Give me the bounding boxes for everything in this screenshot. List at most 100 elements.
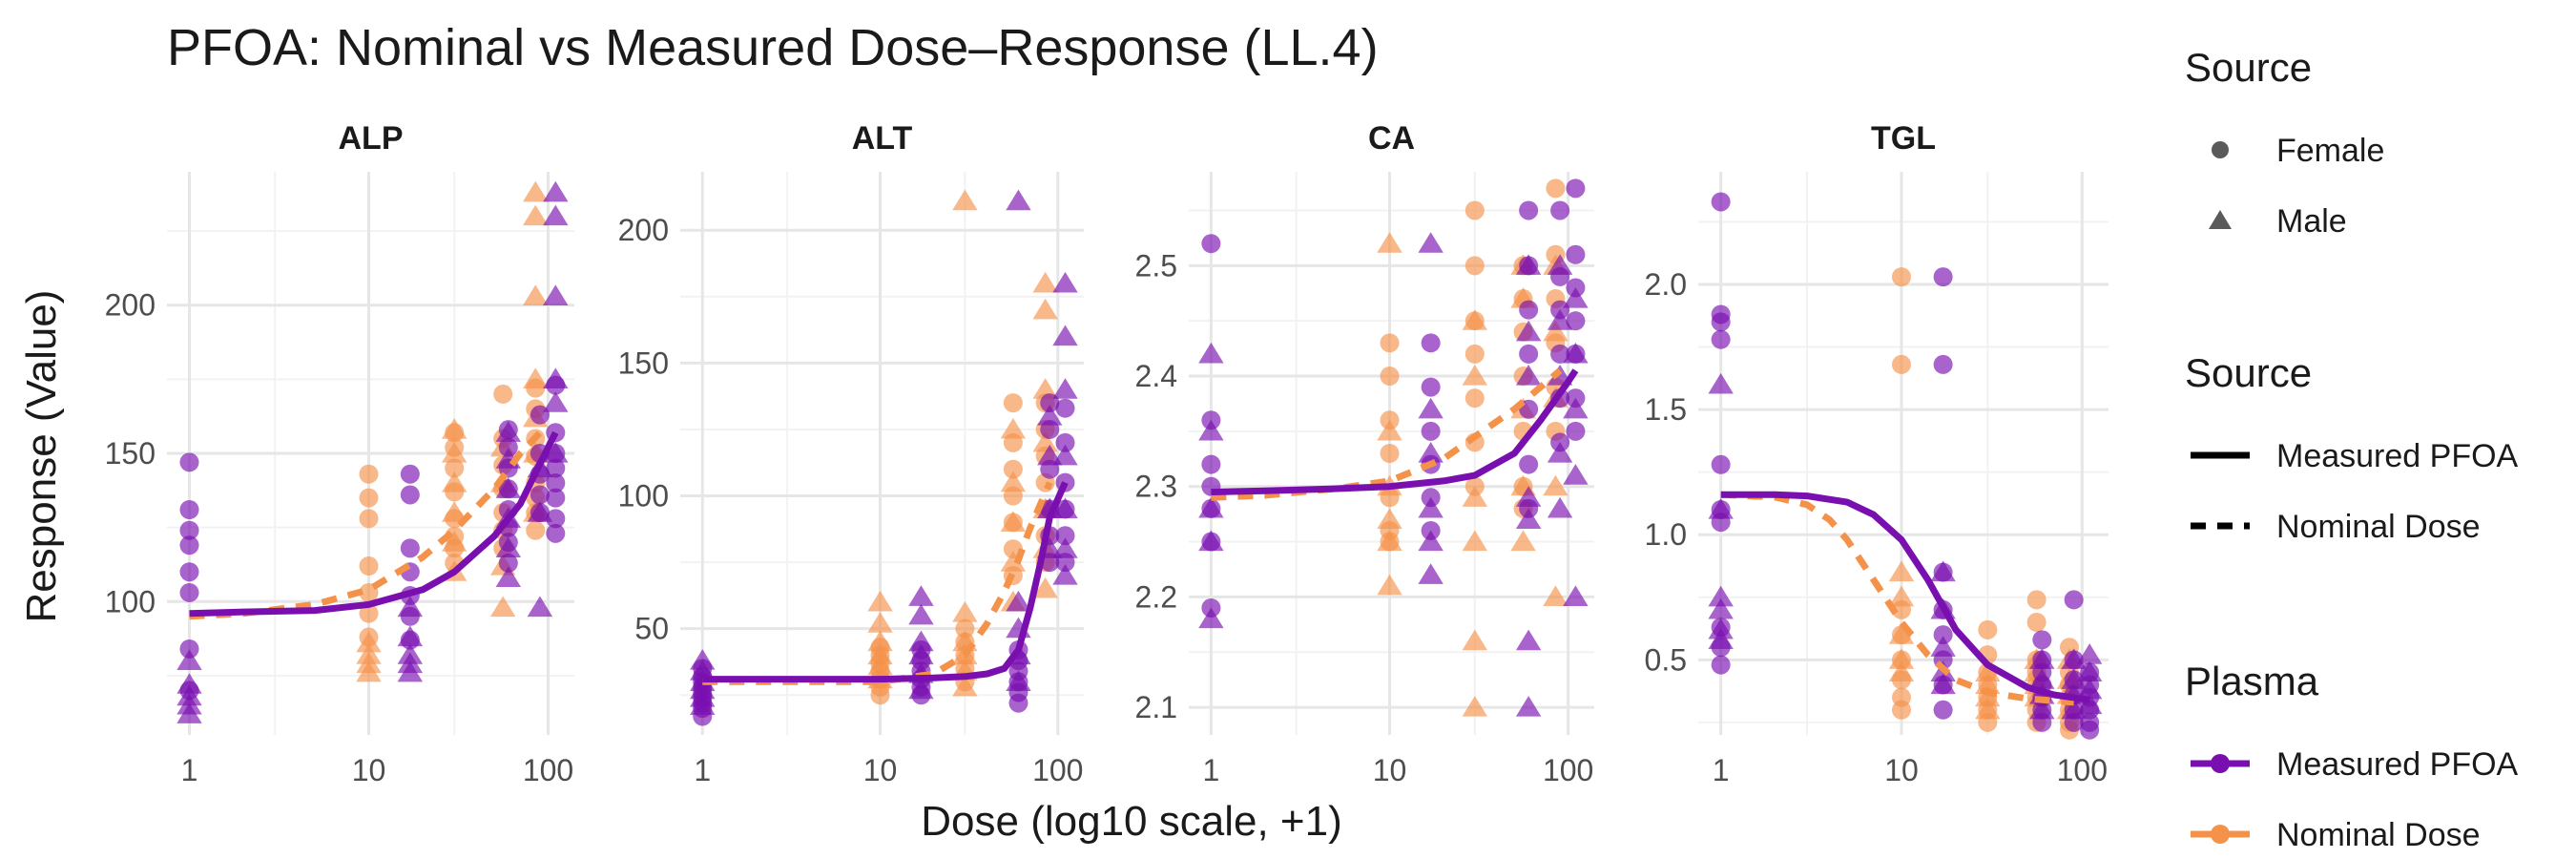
data-point [1462, 629, 1488, 651]
y-tick-label: 2.2 [1135, 579, 1177, 614]
panel-tgl: 1 10 100 0.5 1.0 1.5 2.0 TGL [1645, 120, 2109, 787]
data-point [1006, 590, 1031, 612]
data-point [400, 538, 420, 558]
data-point [1462, 530, 1488, 552]
data-point [527, 596, 553, 618]
data-point [1418, 563, 1444, 584]
legend-label: Nominal Dose [2276, 817, 2481, 853]
data-point [1465, 344, 1485, 364]
data-point [1000, 551, 1027, 572]
data-point [179, 500, 199, 519]
data-point [1377, 232, 1402, 253]
data-point [1547, 309, 1573, 330]
data-point [1978, 619, 1998, 639]
panel-ca: 1 10 100 2.1 2.2 2.3 2.4 2.5 CA [1135, 120, 1594, 787]
data-point [1465, 388, 1485, 409]
facet-label-alt: ALT [852, 120, 913, 157]
data-point [870, 685, 890, 705]
data-point [1510, 530, 1536, 552]
facet-label-tgl: TGL [1871, 120, 1936, 157]
data-point [1519, 344, 1539, 364]
data-point [1566, 244, 1586, 264]
data-point [908, 678, 934, 700]
data-point [523, 204, 549, 226]
x-tick-label: 10 [863, 753, 898, 787]
y-tick-label: 2.3 [1135, 470, 1177, 504]
data-point [1711, 192, 1731, 212]
data-point [2076, 643, 2103, 664]
data-point [1037, 405, 1063, 426]
data-point [1975, 685, 2001, 707]
legend-label: Female [2276, 133, 2384, 169]
data-point [526, 520, 546, 540]
data-point [442, 501, 467, 522]
data-point [1563, 287, 1589, 308]
data-point [1515, 696, 1542, 717]
data-point [1933, 625, 1953, 645]
y-tick-label: 2.5 [1135, 248, 1177, 283]
data-point [1550, 344, 1570, 364]
y-tick-label: 150 [618, 346, 669, 380]
legend-shape: Source Female Male [2185, 45, 2384, 240]
data-point [523, 180, 549, 202]
data-point [1003, 459, 1023, 479]
data-point [1418, 442, 1444, 463]
data-point [1052, 271, 1078, 293]
data-point [1006, 670, 1031, 691]
data-point [179, 535, 199, 555]
data-point [1891, 700, 1911, 720]
data-point [1198, 530, 1224, 552]
data-point [1515, 365, 1542, 386]
fit-curve-measured [189, 430, 559, 618]
data-point [359, 464, 379, 484]
legend-key-circle [2212, 141, 2229, 158]
data-point [1198, 419, 1224, 441]
data-point [1055, 526, 1075, 546]
fit-curve-measured [1211, 368, 1579, 495]
data-point [397, 660, 424, 682]
data-point [1563, 342, 1589, 364]
data-point [397, 596, 424, 618]
data-point [400, 485, 420, 505]
data-point [179, 452, 199, 472]
data-point [1975, 660, 2001, 682]
data-point [1519, 300, 1539, 320]
data-point [1519, 200, 1539, 220]
data-point [359, 488, 379, 508]
legend-label: Male [2276, 203, 2347, 240]
data-point [1377, 530, 1402, 552]
data-point [1032, 576, 1058, 598]
legend-label: Measured PFOA [2276, 746, 2519, 783]
facet-label-alp: ALP [339, 120, 404, 157]
data-point [179, 582, 199, 602]
legend-label: Measured PFOA [2276, 438, 2519, 474]
legend: Source Female Male Source Measured PFOA Nomin… [2185, 45, 2519, 853]
data-point [523, 367, 549, 388]
data-point [1462, 309, 1488, 330]
data-point [495, 536, 522, 557]
data-point [546, 473, 566, 493]
legend-label: Nominal Dose [2276, 509, 2481, 545]
data-point [908, 585, 934, 606]
data-point [955, 618, 975, 639]
data-point [1708, 585, 1734, 607]
data-point [179, 639, 199, 659]
data-point [952, 600, 978, 622]
data-point [1201, 454, 1221, 474]
x-tick-label: 1 [181, 753, 198, 787]
data-point [1421, 421, 1441, 441]
data-point [1888, 560, 1915, 582]
x-tick-label: 100 [1032, 753, 1083, 787]
x-tick-label: 1 [1202, 753, 1219, 787]
y-tick-label: 150 [105, 436, 156, 471]
data-point [1198, 496, 1224, 518]
data-point [530, 485, 550, 505]
data-point [1198, 607, 1224, 629]
data-point [1543, 474, 1568, 496]
data-point [1418, 232, 1444, 253]
chart-title: PFOA: Nominal vs Measured Dose–Response … [167, 19, 1379, 76]
data-point [177, 702, 202, 723]
data-point [867, 612, 893, 633]
legend-title: Source [2185, 350, 2312, 395]
data-point [1515, 508, 1542, 530]
